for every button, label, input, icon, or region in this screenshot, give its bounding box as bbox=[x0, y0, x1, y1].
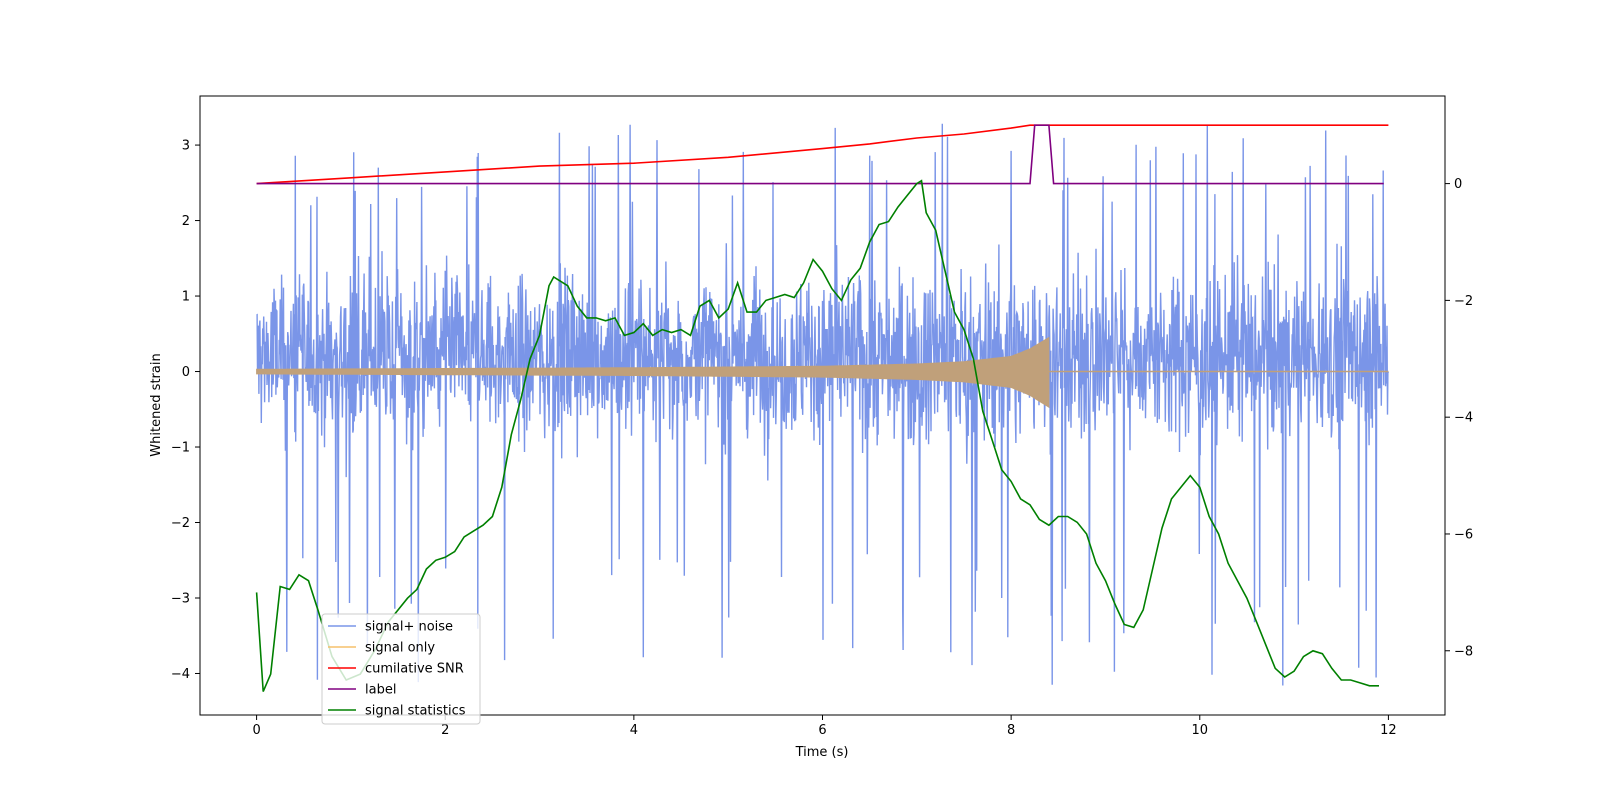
legend-label: signal+ noise bbox=[365, 620, 453, 635]
series-lines-layer bbox=[255, 124, 1389, 692]
x-tick-label: 0 bbox=[252, 723, 260, 738]
y-tick-label: −2 bbox=[171, 516, 190, 531]
series-signal-only bbox=[256, 336, 1050, 409]
x-tick-label: 10 bbox=[1191, 723, 1208, 738]
legend-label: cumilative SNR bbox=[365, 662, 464, 677]
signal-only-layer bbox=[256, 336, 1389, 409]
x-tick-label: 6 bbox=[818, 723, 826, 738]
x-tick-label: 12 bbox=[1380, 723, 1397, 738]
right-tick-label: −6 bbox=[1454, 527, 1473, 542]
y-tick-label: 1 bbox=[182, 290, 190, 305]
y-tick-label: −4 bbox=[171, 667, 190, 682]
y-tick-label: 0 bbox=[182, 365, 190, 380]
x-tick-label: 2 bbox=[441, 723, 449, 738]
right-tick-label: −4 bbox=[1454, 411, 1473, 426]
y-tick-label: 2 bbox=[182, 214, 190, 229]
series-cumilative-snr bbox=[256, 124, 1389, 185]
series-signal-noise bbox=[256, 123, 1390, 686]
legend-box bbox=[321, 613, 481, 725]
y-axis-ticks: −4 −3 −2 −1 0 1 2 3 bbox=[171, 139, 200, 682]
y-tick-label: 3 bbox=[182, 139, 190, 154]
right-axis-ticks: −8 −6 −4 −2 0 bbox=[1445, 177, 1473, 659]
legend-label: signal statistics bbox=[365, 704, 466, 719]
y-tick-label: −3 bbox=[171, 591, 190, 606]
x-axis-label: Time (s) bbox=[795, 745, 849, 760]
legend: signal+ noise signal only cumilative SNR la… bbox=[321, 613, 481, 725]
series-label bbox=[256, 124, 1384, 185]
right-tick-label: 0 bbox=[1454, 177, 1462, 192]
x-axis-ticks: 0 2 4 6 8 10 12 bbox=[252, 715, 1397, 738]
legend-label: label bbox=[365, 683, 396, 698]
y-tick-label: −1 bbox=[171, 441, 190, 456]
right-tick-label: −8 bbox=[1454, 644, 1473, 659]
x-tick-label: 4 bbox=[630, 723, 638, 738]
series-signal-statistics bbox=[255, 179, 1379, 692]
legend-label: signal only bbox=[365, 641, 435, 656]
right-tick-label: −2 bbox=[1454, 294, 1473, 309]
y-axis-label: Whitened strain bbox=[149, 353, 164, 456]
signal-noise-layer bbox=[256, 123, 1390, 686]
x-tick-label: 8 bbox=[1007, 723, 1015, 738]
